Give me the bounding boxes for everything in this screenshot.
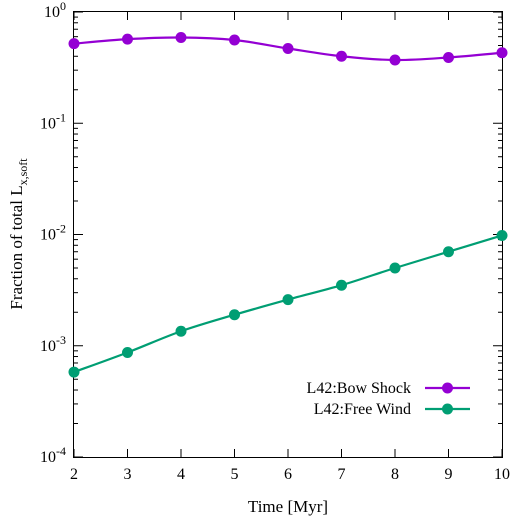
data-point <box>175 31 187 43</box>
y-tick-label-exp: -2 <box>56 222 66 236</box>
data-point <box>175 325 187 337</box>
y-tick-label-base: 10 <box>44 4 60 21</box>
x-tick-label: 2 <box>70 466 78 483</box>
y-tick-label-exp: -3 <box>56 333 66 347</box>
y-tick-label-base: 10 <box>40 227 56 244</box>
legend-label: L42:Free Wind <box>314 401 411 418</box>
x-tick-label: 7 <box>338 466 346 483</box>
x-tick-label: 4 <box>177 466 185 483</box>
data-point <box>282 294 294 306</box>
y-tick-label-exp: -4 <box>56 444 66 458</box>
x-tick-label: 3 <box>124 466 132 483</box>
data-point <box>496 47 508 59</box>
data-point <box>282 42 294 54</box>
x-tick-label: 8 <box>391 466 399 483</box>
y-tick-label: 100 <box>44 0 66 21</box>
data-point <box>389 54 401 66</box>
data-point <box>443 246 454 258</box>
data-point <box>122 346 133 358</box>
data-point <box>229 34 240 46</box>
x-tick-label: 5 <box>231 466 239 483</box>
legend: L42:Bow Shock L42:Free Wind <box>307 380 470 418</box>
x-axis-label: Time [Myr] <box>248 497 328 516</box>
data-point <box>122 33 133 45</box>
ticks-layer <box>73 11 503 458</box>
legend-marker <box>442 403 453 415</box>
y-tick-label: 10-3 <box>40 333 66 355</box>
x-tick-label: 10 <box>494 466 510 483</box>
y-tick-label-exp: 0 <box>60 0 66 13</box>
legend-label: L42:Bow Shock <box>307 380 411 397</box>
y-tick-label-base: 10 <box>40 338 56 355</box>
y-tick-label-base: 10 <box>40 115 56 132</box>
data-point <box>496 229 508 241</box>
data-point <box>68 366 80 378</box>
y-axis-label-sub: x,soft <box>16 158 30 186</box>
plot-frame <box>73 11 503 458</box>
y-tick-label-base: 10 <box>40 449 56 466</box>
y-axis-label-main: Fraction of total L <box>7 185 26 309</box>
data-point <box>336 279 347 291</box>
data-point <box>336 50 347 62</box>
y-tick-label-exp: -1 <box>56 110 66 124</box>
data-point <box>443 51 454 63</box>
data-point <box>68 38 80 50</box>
legend-marker <box>442 382 453 394</box>
x-tick-label: 9 <box>445 466 453 483</box>
data-point <box>229 309 240 321</box>
data-point <box>389 262 401 274</box>
y-tick-label: 10-1 <box>40 110 66 132</box>
y-tick-label: 10-2 <box>40 222 66 244</box>
x-tick-label: 6 <box>284 466 292 483</box>
series-layer <box>68 31 508 378</box>
y-tick-label: 10-4 <box>40 444 66 466</box>
y-axis-label: Fraction of total Lx,soft <box>7 158 30 310</box>
